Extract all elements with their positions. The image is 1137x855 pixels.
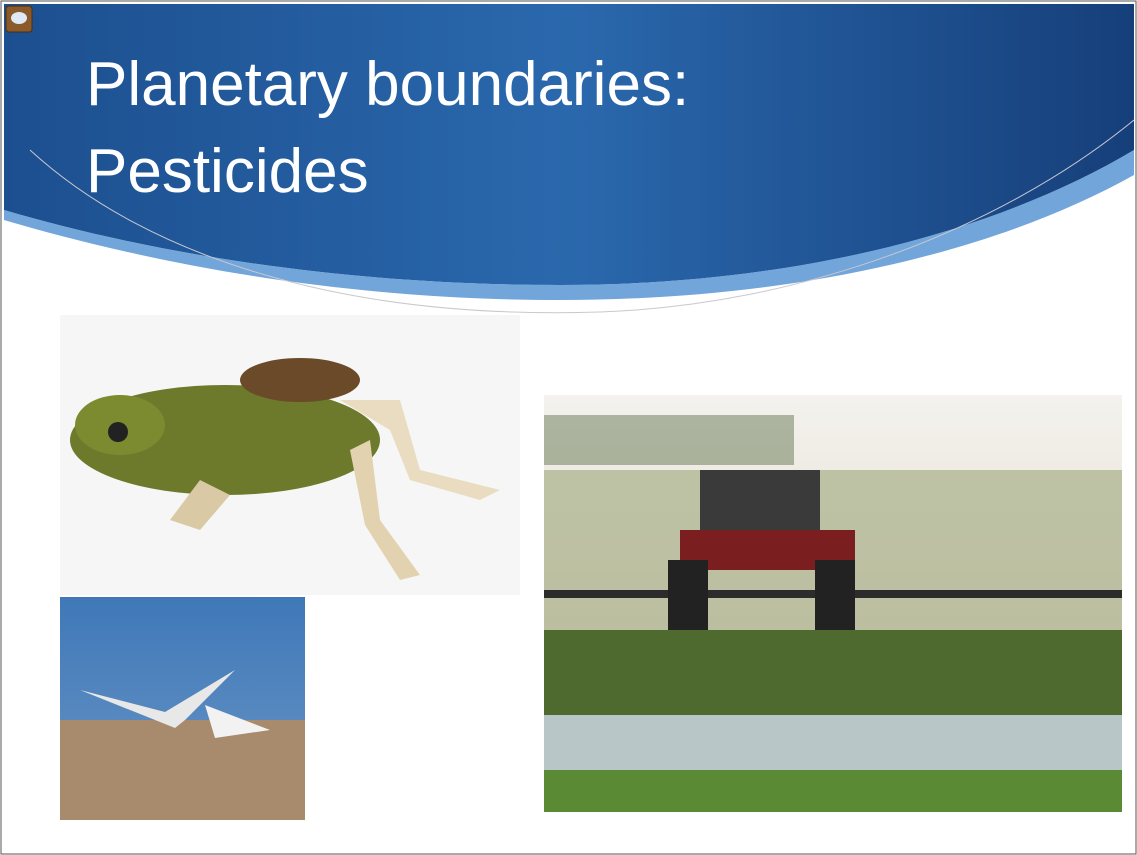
bird-image [60, 597, 305, 820]
comment-bubble [11, 12, 27, 24]
slide-title-line: Pesticides [86, 137, 369, 206]
slide-title-line: Planetary boundaries: [86, 50, 689, 119]
page: Planetary boundaries: Pesticides (() => … [0, 0, 1137, 855]
slide: Planetary boundaries: Pesticides [0, 0, 1137, 855]
frog-image [60, 315, 520, 595]
tractor-image [544, 395, 1122, 812]
